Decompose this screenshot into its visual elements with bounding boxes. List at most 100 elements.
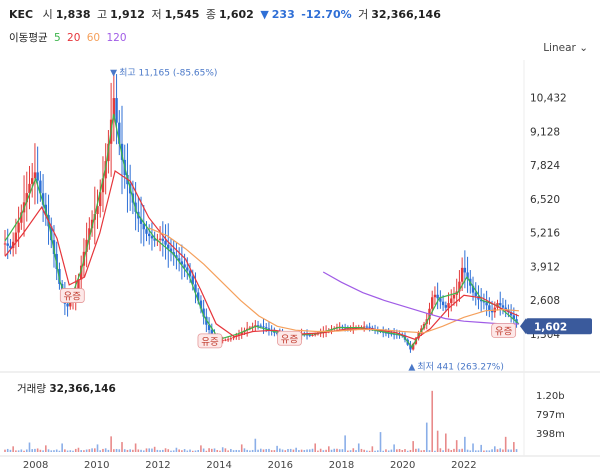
volume-bar	[322, 450, 325, 452]
candle-body	[256, 325, 260, 327]
volume-bar	[504, 436, 507, 452]
volume-bar	[6, 448, 9, 452]
candle-body	[175, 255, 178, 259]
volume-bar	[202, 448, 205, 452]
volume-bar	[453, 448, 455, 452]
volume-bar	[91, 448, 93, 452]
volume-bar	[12, 446, 14, 452]
volume-bar	[379, 432, 382, 452]
high-label: 고	[97, 8, 108, 21]
candle-body	[224, 339, 227, 341]
candle-body	[210, 330, 213, 335]
candle-body	[88, 228, 91, 240]
candle-body	[96, 206, 99, 215]
volume-bar	[417, 448, 420, 452]
volume-tick-label: 398m	[536, 429, 565, 440]
candle-body	[158, 238, 162, 240]
volume-bar	[72, 450, 74, 452]
volume-bar	[61, 443, 63, 452]
candle-body	[14, 232, 18, 242]
candle-body	[441, 301, 445, 306]
high-annotation-label: 최고 11,165 (-85.65%)	[119, 68, 217, 79]
volume-bar	[9, 449, 12, 452]
scale-label: Linear	[543, 42, 576, 54]
chevron-down-icon: ⌄	[579, 42, 588, 54]
ticker-symbol: KEC	[9, 8, 34, 21]
volume-bar	[99, 450, 102, 452]
candle-body	[460, 267, 464, 282]
volume-bar	[338, 449, 341, 452]
volume-bar	[317, 450, 319, 452]
volume-bar	[450, 450, 453, 452]
moving-average-legend[interactable]: 이동평균 5 20 60 120	[9, 30, 130, 45]
volume-bar	[110, 436, 112, 452]
volume-bar	[167, 449, 170, 452]
volume-bar	[208, 448, 210, 452]
volume-bar	[189, 449, 191, 452]
event-badge	[491, 323, 517, 338]
volume-bar	[458, 449, 461, 452]
volume-bar	[328, 446, 330, 452]
candle-body	[90, 219, 94, 229]
candle-body	[463, 267, 467, 273]
volume-bar	[281, 449, 284, 452]
candle-body	[362, 326, 366, 328]
volume-tick-label: 1.20b	[536, 391, 565, 402]
low-marker-icon: ▲	[408, 362, 415, 372]
ma-120-label[interactable]: 120	[106, 32, 127, 44]
volume-bar	[107, 449, 110, 452]
volume-bar	[257, 449, 259, 452]
volume-bar	[20, 449, 23, 452]
volume-bar	[216, 450, 219, 452]
ma-20-label[interactable]: 20	[67, 32, 81, 44]
volume-bar	[205, 450, 208, 452]
scale-selector[interactable]: Linear ⌄	[543, 42, 588, 54]
volume-bar	[496, 449, 499, 452]
volume-bar	[469, 450, 472, 452]
volume-bar	[398, 449, 401, 452]
volume-bar	[200, 445, 202, 452]
volume-bar	[64, 449, 66, 452]
candle-body	[153, 238, 156, 241]
volume-bar	[349, 450, 352, 452]
volume-bar	[330, 449, 333, 452]
candle-body	[202, 308, 205, 317]
volume-bar	[197, 450, 199, 452]
low-value: 1,545	[164, 8, 200, 21]
ma-5-label[interactable]: 5	[53, 32, 61, 44]
moving-average-line-120	[322, 271, 519, 325]
candle-body	[207, 324, 211, 331]
volume-bar	[164, 448, 167, 452]
volume-bar	[162, 449, 164, 452]
candle-body	[115, 98, 118, 123]
volume-bar	[93, 448, 96, 452]
candle-body	[444, 305, 448, 308]
open-label: 시	[42, 8, 53, 21]
candle-body	[145, 229, 148, 234]
candle-body	[265, 327, 268, 329]
candle-body	[148, 233, 151, 237]
volume-bar	[259, 448, 262, 452]
volume-bar	[376, 450, 379, 452]
candle-body	[259, 325, 262, 327]
volume-bar	[151, 448, 153, 452]
volume-bar	[145, 448, 148, 452]
candle-body	[450, 298, 453, 304]
price-tick-label: 2,608	[530, 295, 560, 307]
volume-bar	[270, 450, 273, 452]
event-badge-label: 유증	[64, 292, 82, 303]
volume-bar	[428, 450, 431, 452]
price-tick-label: 10,432	[530, 93, 567, 105]
ma-60-label[interactable]: 60	[86, 32, 101, 44]
candle-body	[31, 178, 34, 184]
candle-body	[99, 192, 102, 207]
volume-bar	[499, 448, 502, 452]
current-price-tag	[526, 318, 592, 335]
x-tick-label: 2010	[84, 460, 109, 471]
candle-body	[512, 315, 516, 320]
volume-bar	[306, 449, 308, 452]
price-tick-label: 6,520	[530, 194, 560, 206]
candle-body	[431, 297, 434, 309]
volume-bar	[300, 449, 303, 452]
